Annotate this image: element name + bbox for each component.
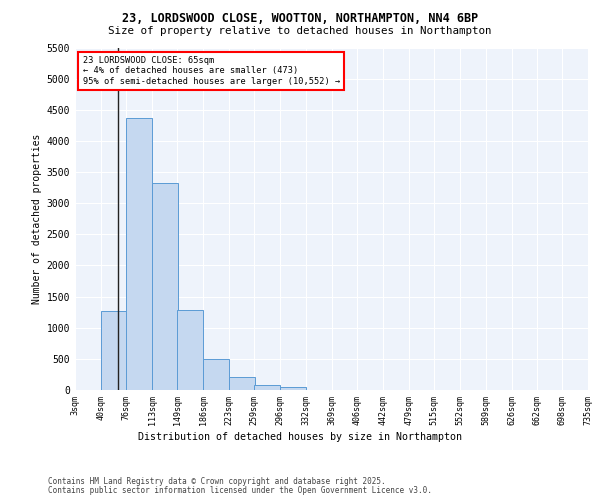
Bar — [178, 310, 203, 390]
Text: 23 LORDSWOOD CLOSE: 65sqm
← 4% of detached houses are smaller (473)
95% of semi-: 23 LORDSWOOD CLOSE: 65sqm ← 4% of detach… — [83, 56, 340, 86]
Y-axis label: Number of detached properties: Number of detached properties — [32, 134, 43, 304]
Text: Distribution of detached houses by size in Northampton: Distribution of detached houses by size … — [138, 432, 462, 442]
Bar — [126, 118, 152, 390]
Text: Contains public sector information licensed under the Open Government Licence v3: Contains public sector information licen… — [48, 486, 432, 495]
Text: Contains HM Land Registry data © Crown copyright and database right 2025.: Contains HM Land Registry data © Crown c… — [48, 477, 386, 486]
Bar — [280, 386, 306, 390]
Text: Size of property relative to detached houses in Northampton: Size of property relative to detached ho… — [108, 26, 492, 36]
Bar — [254, 385, 280, 390]
Bar — [203, 359, 229, 390]
Text: 23, LORDSWOOD CLOSE, WOOTTON, NORTHAMPTON, NN4 6BP: 23, LORDSWOOD CLOSE, WOOTTON, NORTHAMPTO… — [122, 12, 478, 25]
Bar — [229, 377, 255, 390]
Bar — [101, 311, 127, 390]
Bar — [152, 184, 178, 390]
